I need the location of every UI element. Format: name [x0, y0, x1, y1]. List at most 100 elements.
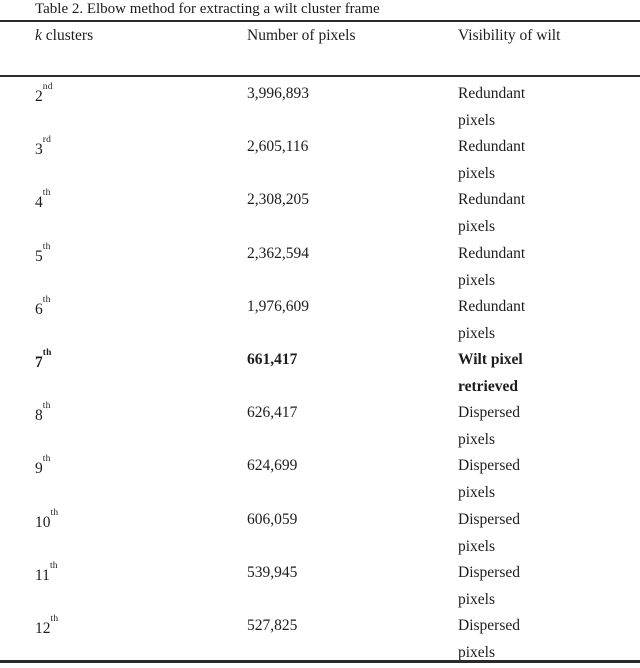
table-caption: Table 2. Elbow method for extracting a w… — [35, 1, 380, 17]
ordinal-base: 9 — [35, 460, 43, 478]
cell-visibility: Dispersed pixels — [458, 612, 520, 666]
table-row: 10th 606,059 Dispersed pixels — [0, 503, 640, 556]
visibility-line: Wilt pixel — [458, 350, 523, 368]
cell-number-of-pixels: 624,699 — [247, 457, 298, 475]
cell-visibility: Redundant pixels — [458, 80, 525, 134]
ordinal-base: 2 — [35, 88, 43, 106]
ordinal-suffix: rd — [42, 135, 52, 146]
visibility-line: Redundant — [458, 85, 526, 102]
cell-number-of-pixels: 2,308,205 — [247, 191, 309, 209]
cell-k-cluster: 11th — [35, 559, 58, 589]
cell-k-cluster: 8th — [35, 399, 51, 429]
visibility-line: Dispersed — [458, 510, 520, 528]
cell-k-cluster: 3rd — [35, 133, 51, 163]
cell-visibility: Dispersed pixels — [458, 506, 520, 560]
ordinal-base: 6 — [35, 300, 43, 318]
cell-number-of-pixels: 2,605,116 — [247, 138, 309, 156]
header-k-italic: k — [35, 27, 42, 44]
cell-visibility: Redundant pixels — [458, 293, 525, 347]
table-body: 2nd 3,996,893 Redundant pixels 3rd 2,605,116 R… — [0, 77, 640, 662]
visibility-line: pixels — [458, 484, 496, 502]
header-k-clusters: k clusters — [35, 27, 93, 45]
cell-number-of-pixels: 661,417 — [247, 350, 298, 368]
table-row: 9th 624,699 Dispersed pixels — [0, 449, 640, 502]
ordinal-base: 4 — [35, 194, 43, 212]
header-visibility-of-wilt: Visibility of wilt — [458, 27, 561, 44]
cell-number-of-pixels: 2,362,594 — [247, 244, 309, 262]
cell-visibility: Dispersed pixels — [458, 452, 520, 506]
cell-k-cluster: 6th — [35, 293, 51, 323]
ordinal-base: 10 — [35, 513, 51, 531]
ordinal-base: 12 — [35, 620, 51, 638]
ordinal-suffix: nd — [42, 82, 53, 92]
visibility-line: pixels — [458, 537, 496, 555]
visibility-line: pixels — [458, 590, 496, 608]
cell-number-of-pixels: 527,825 — [247, 616, 298, 634]
visibility-line: retrieved — [458, 377, 518, 395]
cell-k-cluster: 10th — [35, 506, 58, 536]
cell-number-of-pixels: 3,996,893 — [247, 85, 309, 102]
ordinal-base: 5 — [35, 247, 43, 265]
cell-visibility: Redundant pixels — [458, 133, 525, 187]
table-row: 4th 2,308,205 Redundant pixels — [0, 183, 640, 236]
table-header-rule — [0, 75, 640, 77]
visibility-line: pixels — [458, 165, 496, 183]
ordinal-base: 8 — [35, 407, 43, 425]
header-clusters-label: clusters — [41, 27, 94, 44]
ordinal-base: 3 — [35, 141, 43, 159]
cell-visibility: Redundant pixels — [458, 240, 525, 294]
cell-k-cluster: 5th — [35, 240, 51, 270]
cell-visibility: Wilt pixel retrieved — [458, 346, 523, 400]
visibility-line: Redundant — [458, 191, 526, 209]
ordinal-suffix: th — [42, 347, 52, 358]
table-row: 11th 539,945 Dispersed pixels — [0, 556, 640, 609]
visibility-line: pixels — [458, 431, 496, 449]
ordinal-suffix: th — [42, 401, 51, 412]
table-row: 3rd 2,605,116 Redundant pixels — [0, 130, 640, 183]
visibility-line: Dispersed — [458, 563, 520, 581]
table-top-rule — [0, 20, 640, 22]
visibility-line: pixels — [458, 112, 496, 129]
table-row: 2nd 3,996,893 Redundant pixels — [0, 77, 640, 130]
cell-number-of-pixels: 1,976,609 — [247, 297, 309, 315]
table-row: 6th 1,976,609 Redundant pixels — [0, 290, 640, 343]
cell-number-of-pixels: 606,059 — [247, 510, 298, 528]
visibility-line: pixels — [458, 324, 496, 342]
ordinal-suffix: th — [42, 454, 51, 465]
table-header-row: k clusters Number of pixels Visibility o… — [0, 27, 640, 47]
cell-visibility: Dispersed pixels — [458, 399, 520, 453]
visibility-line: pixels — [458, 643, 496, 661]
table-row: 5th 2,362,594 Redundant pixels — [0, 237, 640, 290]
cell-number-of-pixels: 539,945 — [247, 563, 298, 581]
table-bottom-rule — [0, 660, 640, 663]
cell-visibility: Redundant pixels — [458, 186, 525, 240]
ordinal-suffix: th — [50, 613, 59, 624]
cell-k-cluster: 12th — [35, 612, 58, 642]
ordinal-base: 7 — [35, 354, 43, 372]
visibility-line: Dispersed — [458, 457, 520, 475]
visibility-line: Dispersed — [458, 616, 520, 634]
ordinal-suffix: th — [49, 560, 58, 571]
ordinal-suffix: th — [42, 294, 51, 305]
table-row: 8th 626,417 Dispersed pixels — [0, 396, 640, 449]
ordinal-suffix: th — [50, 507, 59, 518]
visibility-line: pixels — [458, 271, 496, 289]
header-number-of-pixels: Number of pixels — [247, 27, 356, 44]
visibility-line: Redundant — [458, 297, 526, 315]
cell-k-cluster: 9th — [35, 452, 51, 482]
visibility-line: Redundant — [458, 138, 526, 156]
table-row: 12th 527,825 Dispersed pixels — [0, 609, 640, 662]
visibility-line: pixels — [458, 218, 496, 236]
table-row: 7th 661,417 Wilt pixel retrieved — [0, 343, 640, 396]
cell-k-cluster: 7th — [35, 346, 52, 376]
visibility-line: Redundant — [458, 244, 526, 262]
cell-number-of-pixels: 626,417 — [247, 404, 298, 422]
visibility-line: Dispersed — [458, 404, 520, 422]
cell-visibility: Dispersed pixels — [458, 559, 520, 613]
ordinal-suffix: th — [42, 188, 51, 199]
ordinal-suffix: th — [42, 241, 51, 252]
cell-k-cluster: 2nd — [35, 80, 53, 110]
cell-k-cluster: 4th — [35, 186, 51, 216]
ordinal-base: 11 — [35, 566, 50, 584]
